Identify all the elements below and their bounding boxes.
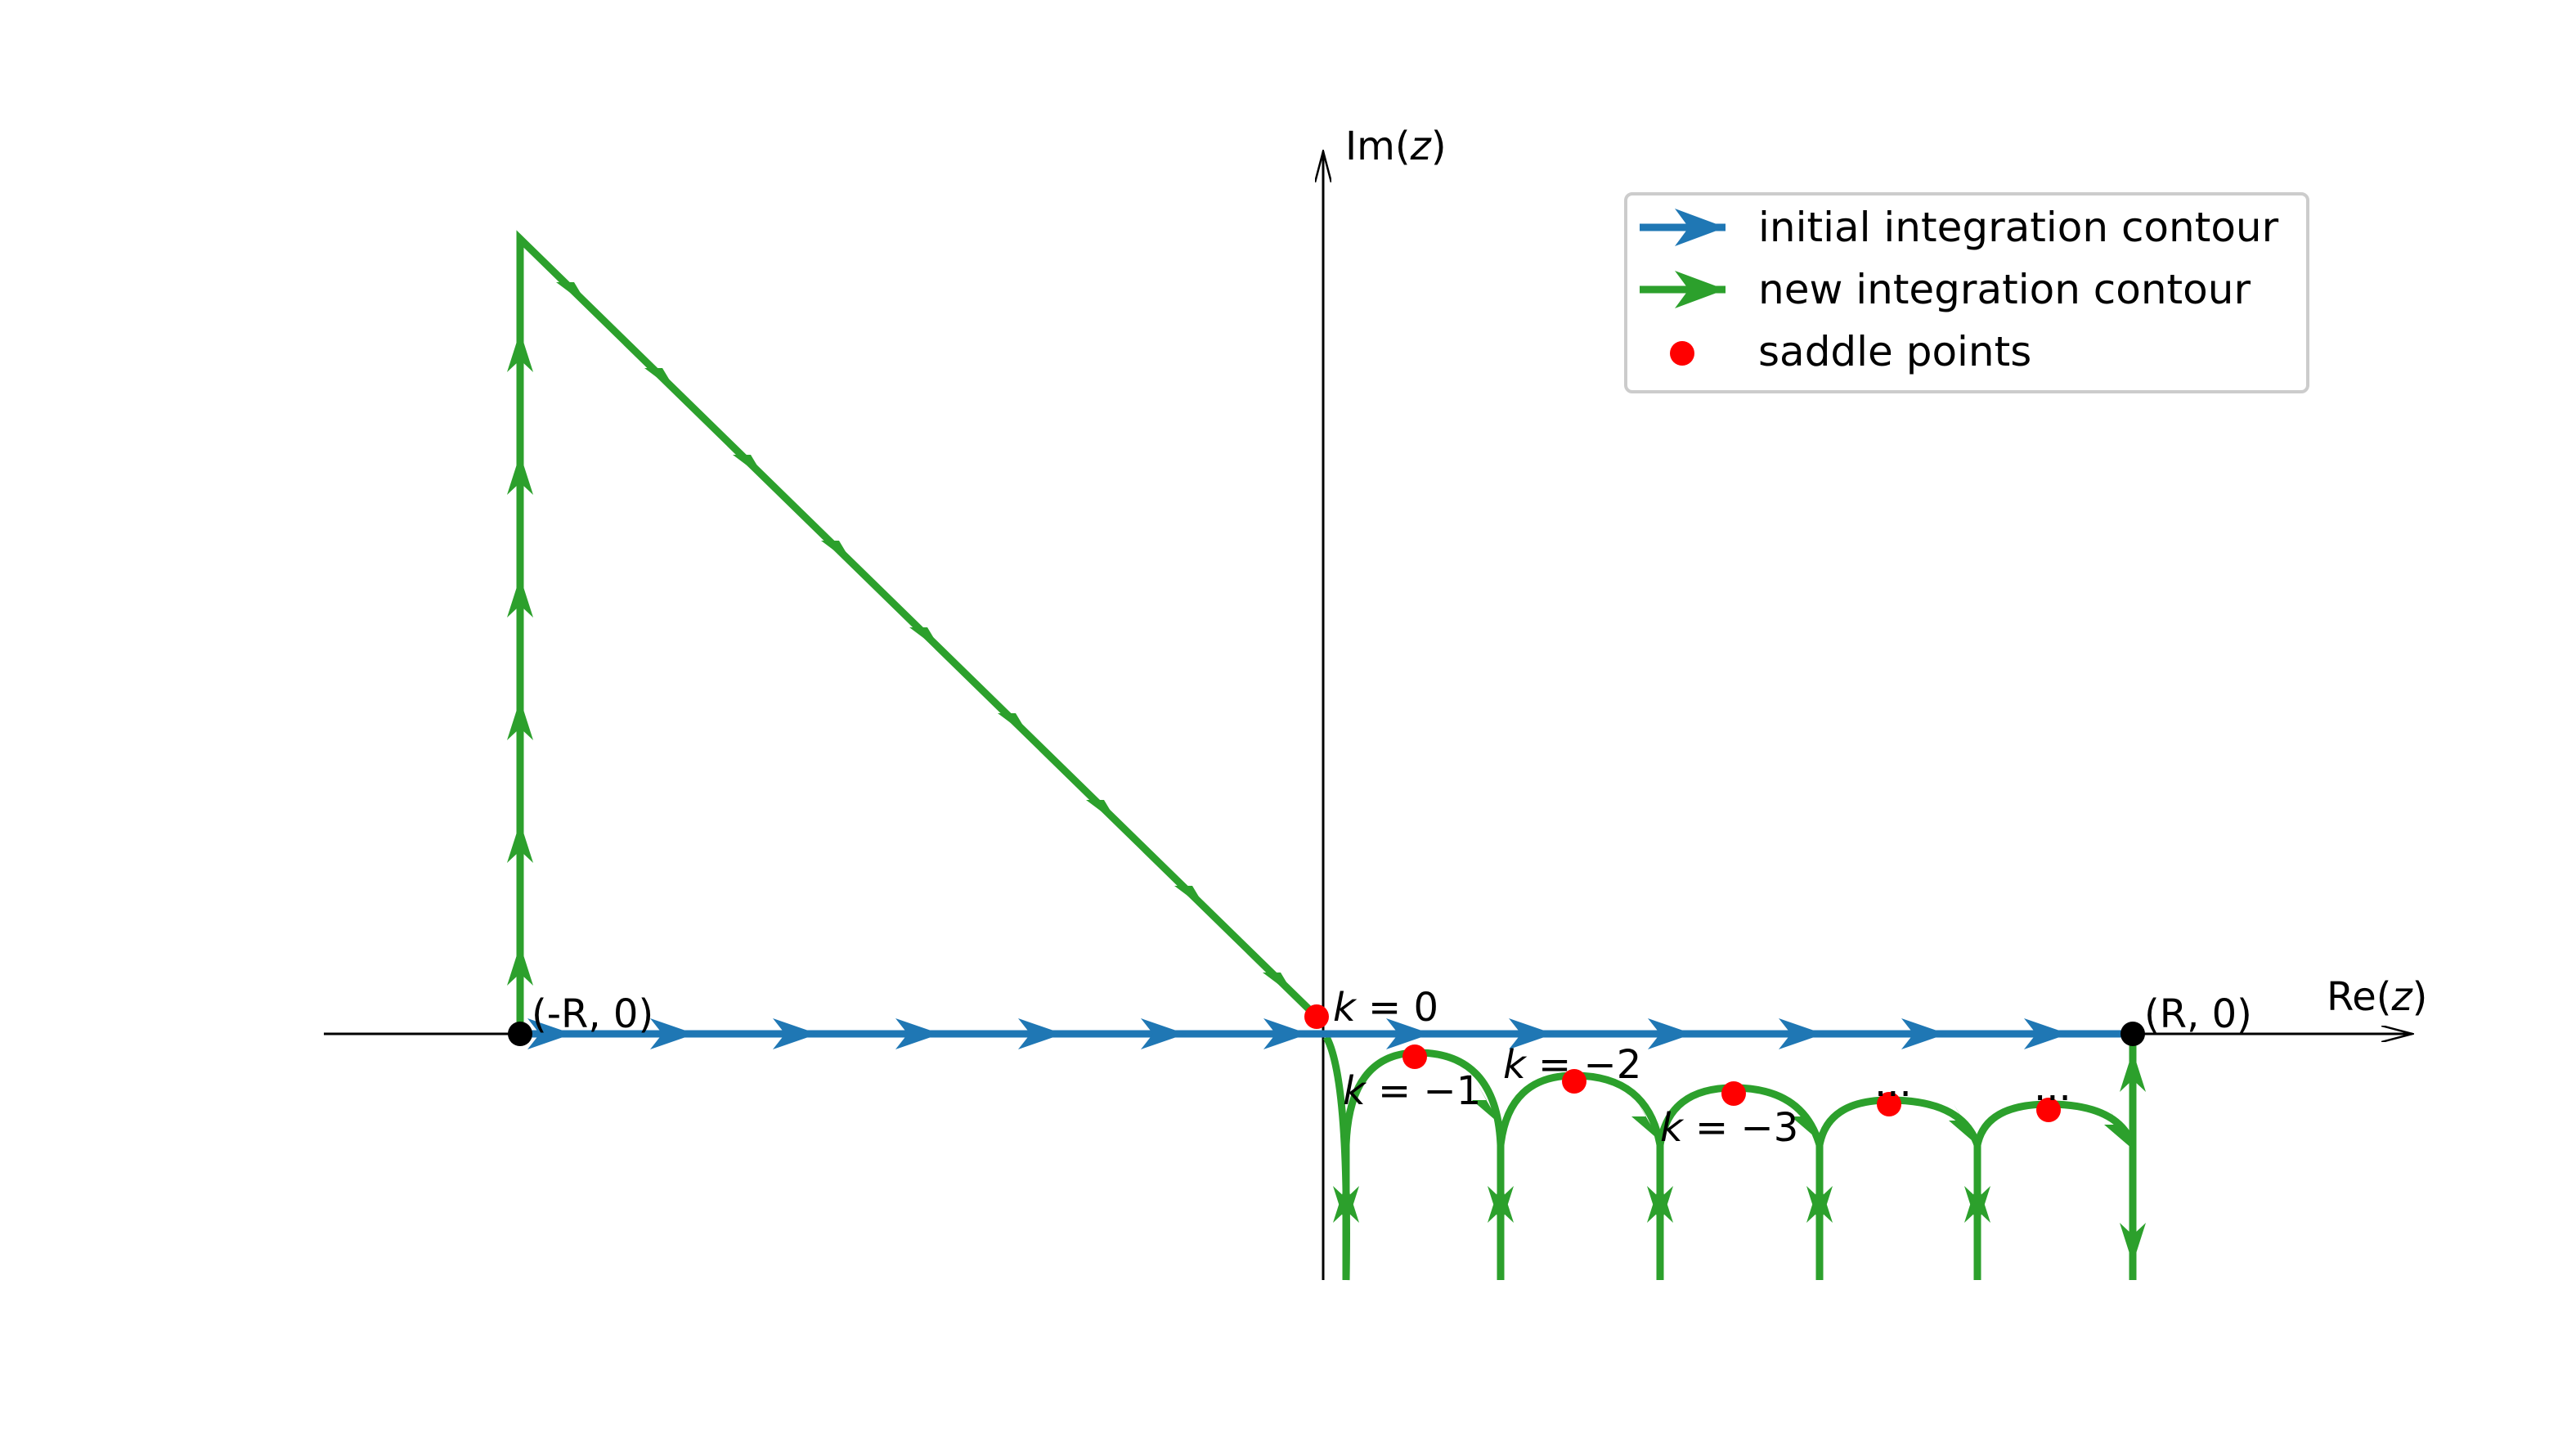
saddle-points (1304, 1004, 2061, 1122)
endpoint-left (508, 1022, 532, 1046)
saddle-point-5 (2036, 1098, 2061, 1122)
saddle-label-dots-5: ... (2034, 1064, 2071, 1110)
saddle-point-4 (1877, 1092, 1901, 1116)
legend-label-new: new integration contour (1758, 266, 2251, 313)
legend-item-saddle: saddle points (1670, 328, 2031, 375)
new-contour-arrowheads (507, 266, 2146, 1264)
legend-item-initial: initial integration contour (1640, 204, 2279, 251)
new-contour-arch-5 (1973, 1100, 2137, 1280)
initial-contour-arrowheads (527, 1018, 2069, 1049)
saddle-label-dots-4: ... (1874, 1060, 1912, 1106)
legend-label-saddle: saddle points (1758, 328, 2031, 375)
saddle-label-k0: k = 0 (1333, 985, 1438, 1031)
left-point-label: (-R, 0) (532, 991, 653, 1037)
saddle-point-k-2 (1562, 1069, 1586, 1094)
right-point-label: (R, 0) (2144, 991, 2252, 1037)
y-axis-label: Im(z) (1345, 124, 1447, 169)
saddle-label-k-1: k = −1 (1343, 1068, 1481, 1114)
saddle-point-k-1 (1402, 1044, 1427, 1069)
saddle-point-k0 (1304, 1004, 1329, 1029)
new-contour-left-leg (516, 230, 1320, 1034)
saddle-label-k-2: k = −2 (1503, 1042, 1641, 1088)
new-contour-arch-2 (1497, 1071, 1664, 1280)
saddle-label-k-3: k = −3 (1660, 1105, 1798, 1151)
legend-item-new: new integration contour (1640, 266, 2251, 313)
endpoint-right (2120, 1022, 2145, 1046)
legend-label-initial: initial integration contour (1758, 204, 2279, 251)
x-axis-label: Re(z) (2327, 974, 2427, 1020)
legend-box (1624, 192, 2309, 393)
new-contour-arch-4 (1815, 1096, 1981, 1280)
saddle-point-k-3 (1721, 1081, 1746, 1106)
legend: initial integration contour new integrat… (1624, 192, 2309, 393)
